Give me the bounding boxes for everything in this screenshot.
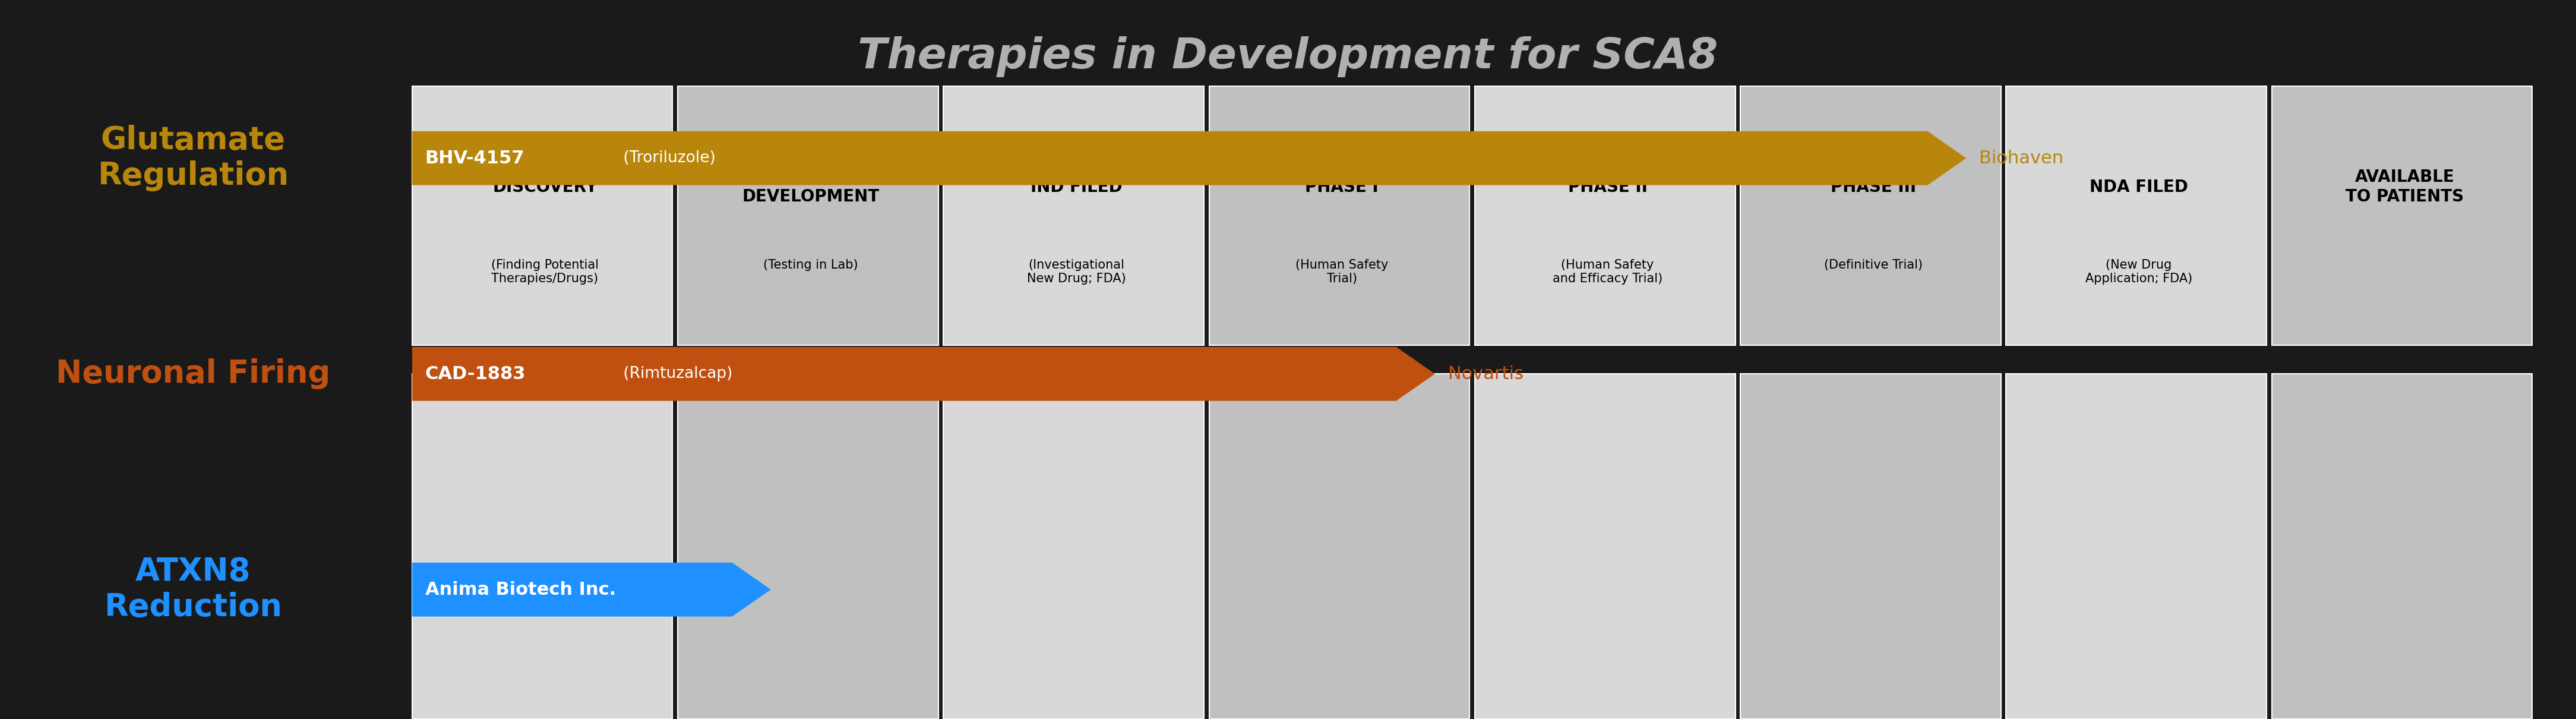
FancyBboxPatch shape (1741, 86, 2002, 345)
FancyBboxPatch shape (2007, 374, 2267, 719)
FancyBboxPatch shape (943, 86, 1203, 345)
Text: Glutamate
Regulation: Glutamate Regulation (98, 125, 289, 191)
Text: (Definitive Trial): (Definitive Trial) (1824, 259, 1922, 271)
FancyBboxPatch shape (1208, 86, 1468, 345)
Text: (Rimtuzalcap): (Rimtuzalcap) (618, 366, 732, 382)
FancyBboxPatch shape (1741, 374, 2002, 719)
Text: CAD-1883: CAD-1883 (425, 365, 526, 383)
Polygon shape (412, 132, 1965, 185)
Text: PHASE II: PHASE II (1569, 178, 1646, 196)
Polygon shape (412, 347, 1435, 401)
Text: (New Drug
Application; FDA): (New Drug Application; FDA) (2087, 259, 2192, 285)
FancyBboxPatch shape (677, 86, 938, 345)
Text: PRE-CLINICAL
DEVELOPMENT: PRE-CLINICAL DEVELOPMENT (742, 169, 878, 205)
Text: PHASE III: PHASE III (1832, 178, 1917, 196)
FancyBboxPatch shape (412, 86, 672, 345)
Text: BHV-4157: BHV-4157 (425, 150, 526, 167)
FancyBboxPatch shape (2272, 86, 2532, 345)
Text: (Testing in Lab): (Testing in Lab) (762, 259, 858, 271)
Text: (Investigational
New Drug; FDA): (Investigational New Drug; FDA) (1028, 259, 1126, 285)
Text: Neuronal Firing: Neuronal Firing (57, 359, 330, 389)
Text: ATXN8
Reduction: ATXN8 Reduction (103, 557, 283, 623)
Text: NDA FILED: NDA FILED (2089, 178, 2187, 196)
Text: DISCOVERY: DISCOVERY (492, 178, 598, 196)
Text: Biohaven: Biohaven (1978, 150, 2063, 167)
Text: PHASE I: PHASE I (1306, 178, 1378, 196)
FancyBboxPatch shape (2007, 86, 2267, 345)
Polygon shape (412, 563, 770, 617)
Text: Therapies in Development for SCA8: Therapies in Development for SCA8 (858, 36, 1718, 77)
Text: AVAILABLE
TO PATIENTS: AVAILABLE TO PATIENTS (2344, 169, 2463, 205)
FancyBboxPatch shape (1473, 374, 1736, 719)
Text: (Human Safety
and Efficacy Trial): (Human Safety and Efficacy Trial) (1553, 259, 1662, 285)
FancyBboxPatch shape (412, 374, 672, 719)
Text: (Finding Potential
Therapies/Drugs): (Finding Potential Therapies/Drugs) (492, 259, 598, 285)
Text: IND FILED: IND FILED (1030, 178, 1123, 196)
Text: (Troriluzole): (Troriluzole) (618, 150, 716, 166)
FancyBboxPatch shape (2272, 374, 2532, 719)
Text: Novartis: Novartis (1448, 365, 1522, 383)
Text: (Human Safety
Trial): (Human Safety Trial) (1296, 259, 1388, 285)
FancyBboxPatch shape (1208, 374, 1468, 719)
FancyBboxPatch shape (1473, 86, 1736, 345)
FancyBboxPatch shape (677, 374, 938, 719)
FancyBboxPatch shape (943, 374, 1203, 719)
Text: Anima Biotech Inc.: Anima Biotech Inc. (425, 581, 616, 598)
